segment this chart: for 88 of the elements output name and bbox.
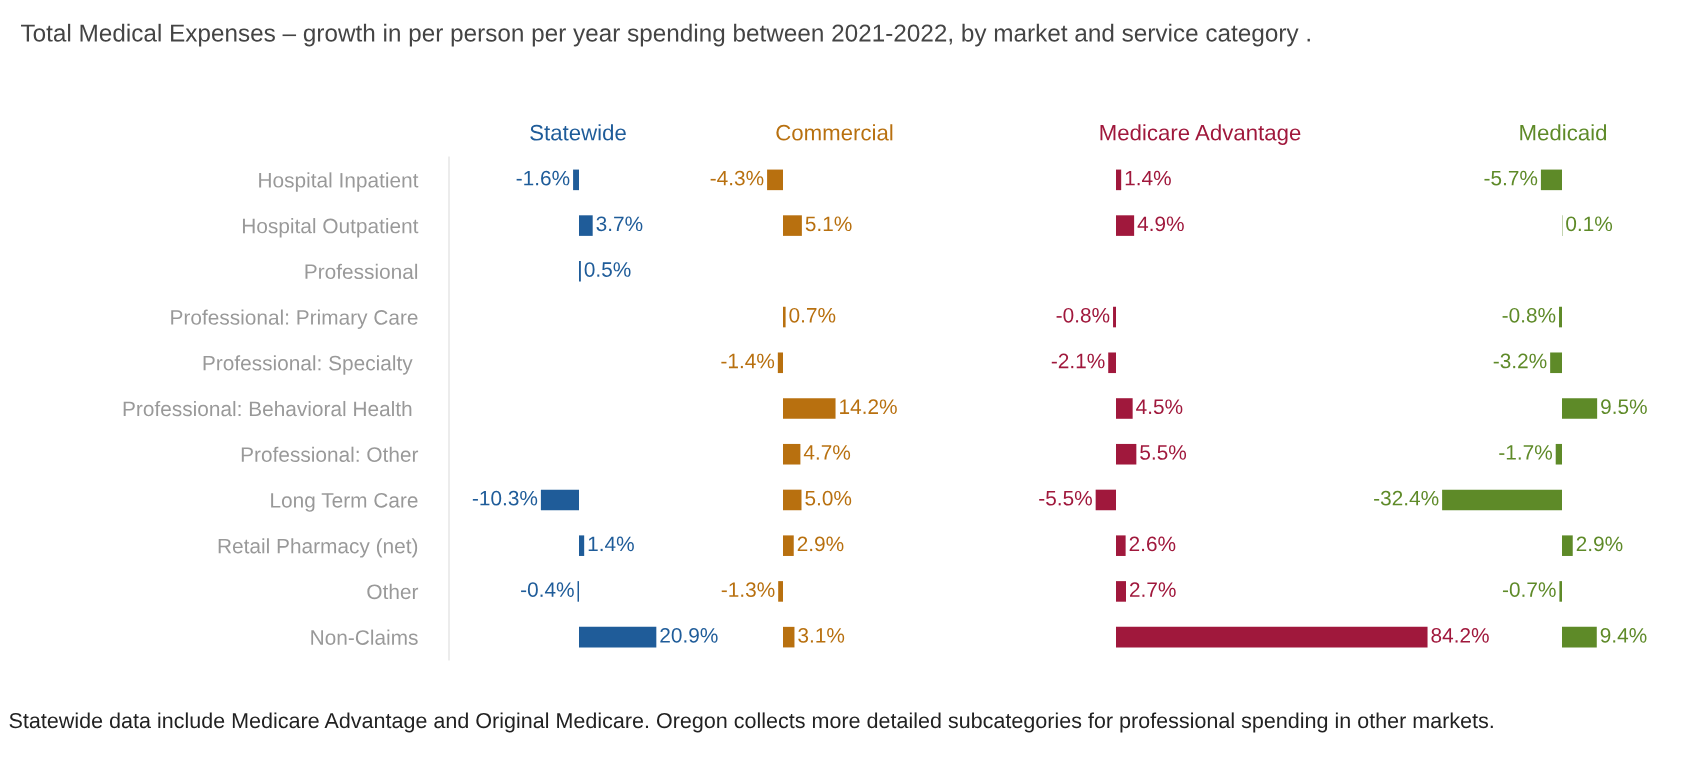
data-label: 2.9% [797, 536, 844, 552]
data-label: 2.7% [1130, 582, 1176, 597]
bar [1540, 169, 1562, 191]
data-label: -5.7% [1484, 170, 1538, 186]
bar [1562, 398, 1598, 419]
chart-title: Medicaid [1520, 124, 1607, 141]
data-label: 0.1% [1566, 216, 1613, 232]
y-tick-label: Retail Pharmacy (net) [218, 538, 418, 558]
y-tick-label: Hospital Inpatient [259, 172, 419, 192]
y-tick-label: Long Term Care [271, 492, 418, 512]
data-label: 84.2% [1431, 627, 1489, 643]
bar [1550, 352, 1562, 374]
data-label: -1.6% [516, 170, 570, 186]
bar [783, 535, 794, 556]
data-label: 1.4% [588, 536, 634, 552]
y-tick-label: Hospital Outpatient [242, 218, 419, 238]
y-tick-label: Other [367, 583, 419, 600]
data-label: 1.4% [1125, 170, 1171, 186]
y-tick-label: Professional: Other [241, 446, 419, 462]
y-tick-label: Professional [305, 263, 418, 280]
data-label: 3.7% [596, 216, 643, 232]
bar [783, 215, 802, 236]
bar [1095, 489, 1116, 511]
bar [1116, 169, 1122, 191]
y-tick-label: Professional: Specialty [203, 355, 413, 375]
data-label: 9.4% [1600, 627, 1647, 643]
bar [783, 398, 836, 419]
data-label: -3.2% [1493, 353, 1547, 369]
bar [1113, 306, 1116, 328]
data-label: 4.9% [1137, 216, 1184, 232]
data-label: -0.8% [1502, 307, 1556, 323]
data-label: -5.5% [1039, 490, 1092, 506]
data-label: -1.4% [721, 353, 775, 369]
data-label: -0.7% [1502, 582, 1556, 597]
y-tick-label: Non-Claims [311, 629, 418, 645]
bar [1108, 352, 1116, 374]
bar [1562, 535, 1573, 556]
data-label: -10.3% [472, 490, 538, 506]
bar [1116, 581, 1126, 602]
data-label: -1.7% [1499, 445, 1553, 460]
data-label: -4.3% [710, 170, 764, 186]
bar [783, 443, 801, 465]
chart-title: Statewide [530, 124, 626, 141]
data-label: 14.2% [840, 399, 897, 415]
chart-title: Commercial [776, 124, 893, 141]
bar [783, 626, 795, 648]
data-label: -1.3% [721, 582, 775, 597]
bar [777, 352, 783, 374]
data-label: 5.1% [805, 216, 852, 232]
bar [767, 169, 783, 191]
bar [1442, 489, 1562, 511]
bar [540, 489, 579, 511]
y-tick-label: Professional: Primary Care [171, 309, 418, 329]
bar [1559, 581, 1562, 602]
bar [579, 535, 585, 556]
bar [778, 581, 783, 602]
data-label: 9.5% [1601, 399, 1647, 415]
data-label: 20.9% [660, 627, 718, 643]
data-label: 5.5% [1140, 445, 1187, 460]
text: Total Medical Expenses – growth in per person per year spending between 2021-2022, by market and service category . [21, 23, 1310, 47]
bar [1562, 626, 1597, 648]
bar [573, 169, 579, 191]
data-label: 0.5% [584, 262, 631, 277]
bar [783, 489, 802, 511]
data-label: 0.7% [789, 307, 836, 323]
bar [1116, 626, 1428, 648]
data-label: 2.9% [1576, 536, 1623, 552]
bar [1116, 443, 1137, 465]
data-label: 2.6% [1129, 536, 1176, 552]
bar [579, 626, 657, 648]
chart-title: Medicare Advantage [1100, 124, 1301, 145]
text: Statewide data include Medicare Advantage and Original Medicare. Oregon collects more detailed subcategories for professional spending in other markets. [9, 712, 1493, 733]
y-tick-label: Professional: Behavioral Health [123, 400, 412, 417]
bar [783, 306, 786, 328]
bar [1116, 215, 1135, 236]
data-label: 5.0% [805, 490, 852, 506]
data-label: -2.1% [1051, 353, 1105, 369]
data-label: 3.1% [798, 627, 845, 643]
bar [1116, 398, 1133, 419]
bar [1559, 306, 1562, 328]
data-label: -0.8% [1056, 307, 1110, 323]
data-label: -32.4% [1374, 490, 1439, 506]
data-label: -0.4% [521, 582, 574, 597]
bar [1555, 443, 1562, 465]
bar [1116, 535, 1126, 556]
bar [579, 215, 593, 236]
data-label: 4.5% [1136, 399, 1183, 415]
data-label: 4.7% [803, 445, 851, 460]
